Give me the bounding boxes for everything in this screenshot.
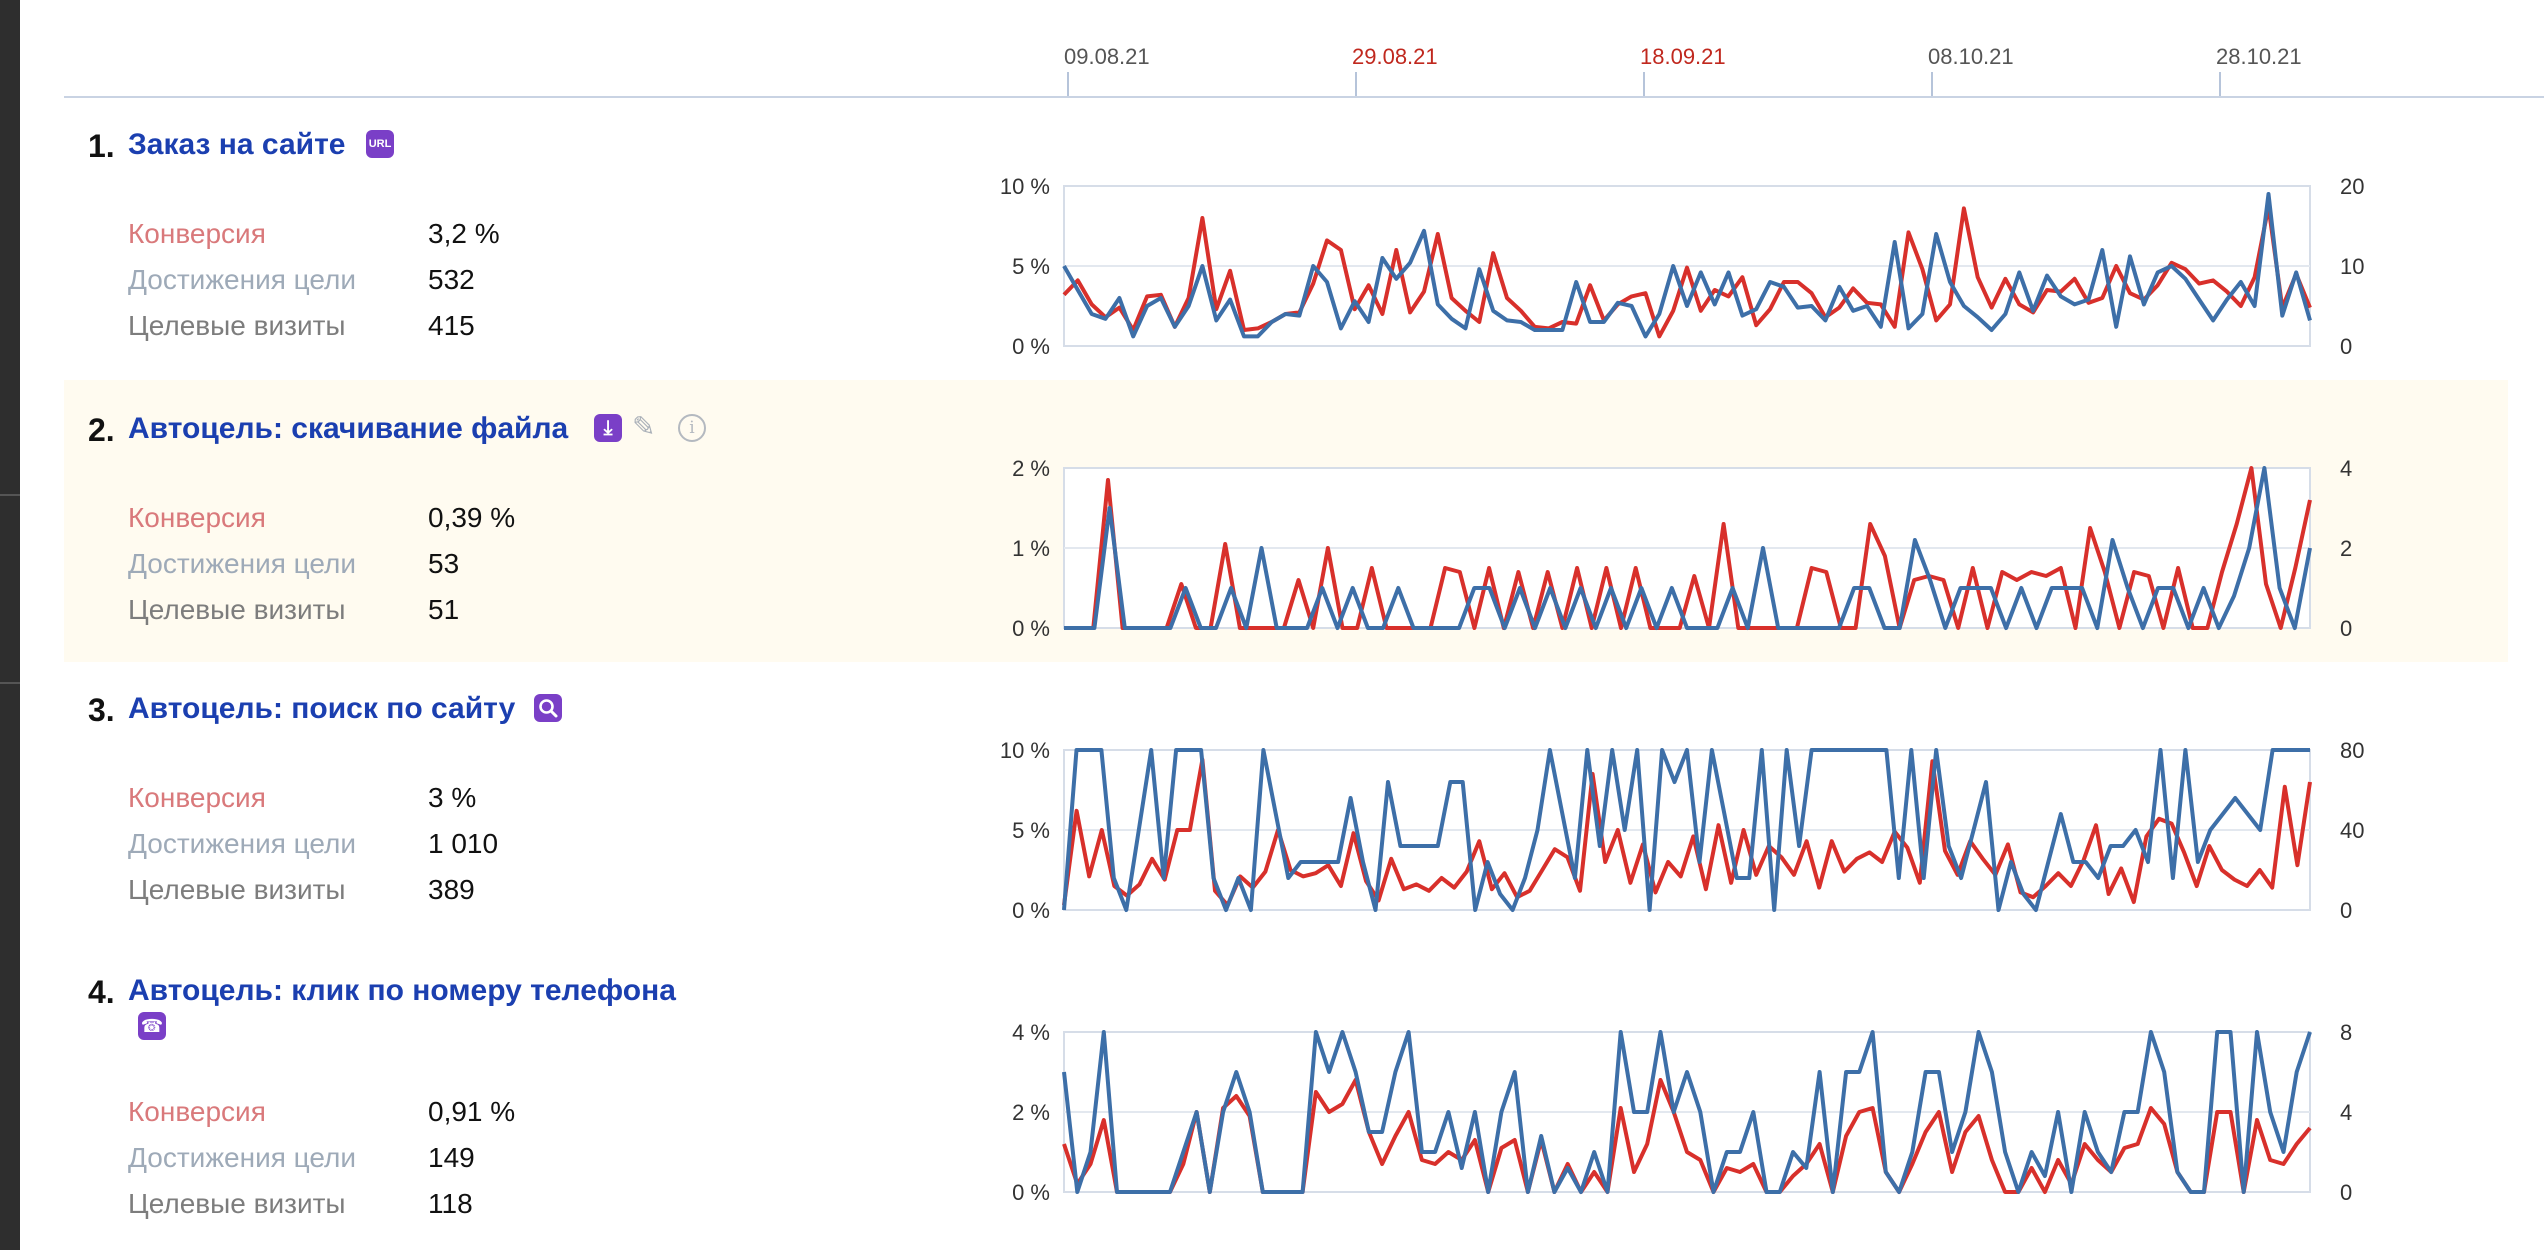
left-axis-tick-label: 10 % bbox=[1000, 738, 1050, 763]
timeline-tick bbox=[2219, 72, 2221, 96]
conversion-value: 3 % bbox=[428, 782, 477, 813]
info-icon[interactable]: i bbox=[678, 414, 706, 442]
left-axis-tick-label: 2 % bbox=[1012, 456, 1050, 481]
goal-title-link[interactable]: Заказ на сайте bbox=[128, 128, 346, 161]
conversion-label: Конверсия bbox=[128, 782, 266, 813]
conversion-line bbox=[1064, 466, 2312, 630]
visits-value: 118 bbox=[428, 1188, 473, 1219]
visits-value: 51 bbox=[428, 594, 460, 625]
goal-row-3: 3. Автоцель: поиск по сайту Конверсия 3 … bbox=[64, 662, 2508, 942]
achievements-value: 149 bbox=[428, 1142, 475, 1173]
search-badge-icon bbox=[534, 694, 562, 722]
right-axis-tick-label: 2 bbox=[2340, 536, 2352, 561]
visits-label: Целевые визиты bbox=[128, 310, 346, 341]
url-badge-icon: URL bbox=[366, 130, 394, 158]
visits-line bbox=[1062, 192, 2312, 339]
left-axis-tick-label: 0 % bbox=[1012, 334, 1050, 356]
chart-svg: 4 % 2 % 0 % 8 4 0 bbox=[1012, 1020, 2352, 1202]
timeline-tick bbox=[1355, 72, 1357, 96]
right-axis-tick-label: 0 bbox=[2340, 1180, 2352, 1202]
achievements-value: 1 010 bbox=[428, 828, 499, 859]
visits-line bbox=[1062, 748, 2310, 912]
left-axis-tick-label: 0 % bbox=[1012, 898, 1050, 920]
right-axis-tick-label: 4 bbox=[2340, 456, 2352, 481]
visits-value: 415 bbox=[428, 310, 475, 341]
right-axis-tick-label: 0 bbox=[2340, 616, 2352, 638]
right-axis-tick-label: 20 bbox=[2340, 174, 2364, 199]
goal-row-4: 4. Автоцель: клик по номеру телефона ☎ К… bbox=[64, 944, 2508, 1250]
goal-number: 2. bbox=[88, 412, 115, 448]
goal-number: 1. bbox=[88, 128, 115, 164]
left-axis-tick-label: 10 % bbox=[1000, 174, 1050, 199]
goal-title-link[interactable]: Автоцель: клик по номеру телефона bbox=[128, 974, 676, 1007]
right-axis-tick-label: 0 bbox=[2340, 898, 2352, 920]
achievements-label: Достижения цели bbox=[128, 1142, 357, 1173]
edit-pencil-icon[interactable]: ✎ bbox=[632, 411, 656, 442]
conversion-value: 0,91 % bbox=[428, 1096, 516, 1127]
achievements-value: 532 bbox=[428, 264, 475, 295]
conversion-label: Конверсия bbox=[128, 218, 266, 249]
timeline-tick bbox=[1067, 72, 1069, 96]
timeline-date: 08.10.21 bbox=[1928, 44, 2014, 69]
right-axis-tick-label: 4 bbox=[2340, 1100, 2352, 1125]
left-axis-tick-label: 0 % bbox=[1012, 1180, 1050, 1202]
goal-title-link[interactable]: Автоцель: скачивание файла bbox=[128, 412, 569, 445]
visits-label: Целевые визиты bbox=[128, 594, 346, 625]
right-axis-tick-label: 80 bbox=[2340, 738, 2364, 763]
visits-line bbox=[1064, 466, 2312, 630]
conversion-chart[interactable]: 4 % 2 % 0 % 8 4 0 bbox=[984, 1002, 2544, 1202]
goal-title-link[interactable]: Автоцель: поиск по сайту bbox=[128, 692, 516, 725]
conversion-label: Конверсия bbox=[128, 1096, 266, 1127]
right-axis-tick-label: 0 bbox=[2340, 334, 2352, 356]
conversion-chart[interactable]: 10 % 5 % 0 % 80 40 0 bbox=[984, 720, 2544, 920]
left-axis-tick-label: 4 % bbox=[1012, 1020, 1050, 1045]
timeline-axis: 09.08.21 29.08.21 18.09.21 08.10.21 28.1… bbox=[64, 0, 2544, 98]
conversion-line bbox=[1062, 757, 2312, 908]
left-sidebar-edge bbox=[0, 0, 20, 1250]
goal-number: 4. bbox=[88, 974, 115, 1010]
right-axis-tick-label: 10 bbox=[2340, 254, 2364, 279]
goal-number: 3. bbox=[88, 692, 115, 728]
chart-svg: 10 % 5 % 0 % 20 10 0 bbox=[1000, 174, 2365, 356]
timeline-tick bbox=[1643, 72, 1645, 96]
visits-label: Целевые визиты bbox=[128, 1188, 346, 1219]
left-axis-tick-label: 5 % bbox=[1012, 254, 1050, 279]
left-axis-tick-label: 2 % bbox=[1012, 1100, 1050, 1125]
achievements-label: Достижения цели bbox=[128, 548, 357, 579]
conversion-label: Конверсия bbox=[128, 502, 266, 533]
download-badge-icon: ⤓ bbox=[594, 414, 622, 442]
timeline-date: 29.08.21 bbox=[1352, 44, 1438, 69]
chart-svg: 10 % 5 % 0 % 80 40 0 bbox=[1000, 738, 2365, 920]
timeline-date: 28.10.21 bbox=[2216, 44, 2302, 69]
conversion-value: 0,39 % bbox=[428, 502, 516, 533]
goal-row-2: 2. Автоцель: скачивание файла ⤓ ✎ i Конв… bbox=[64, 380, 2508, 662]
left-axis-tick-label: 0 % bbox=[1012, 616, 1050, 638]
right-axis-tick-label: 40 bbox=[2340, 818, 2364, 843]
chart-svg: 2 % 1 % 0 % 4 2 0 bbox=[1012, 456, 2352, 638]
visits-label: Целевые визиты bbox=[128, 874, 346, 905]
phone-badge-icon: ☎ bbox=[138, 1012, 166, 1040]
achievements-value: 53 bbox=[428, 548, 460, 579]
achievements-label: Достижения цели bbox=[128, 828, 357, 859]
conversion-chart[interactable]: 2 % 1 % 0 % 4 2 0 bbox=[984, 438, 2544, 638]
right-axis-tick-label: 8 bbox=[2340, 1020, 2352, 1045]
left-axis-tick-label: 1 % bbox=[1012, 536, 1050, 561]
timeline-date: 18.09.21 bbox=[1640, 44, 1726, 69]
sidebar-divider bbox=[0, 494, 20, 496]
timeline-tick bbox=[1931, 72, 1933, 96]
goal-row-1: 1. Заказ на сайте URL Конверсия 3,2 % До… bbox=[64, 98, 2508, 378]
sidebar-divider bbox=[0, 682, 20, 684]
visits-value: 389 bbox=[428, 874, 475, 905]
left-axis-tick-label: 5 % bbox=[1012, 818, 1050, 843]
achievements-label: Достижения цели bbox=[128, 264, 357, 295]
timeline-date: 09.08.21 bbox=[1064, 44, 1150, 69]
visits-line bbox=[1062, 1030, 2312, 1194]
conversion-value: 3,2 % bbox=[428, 218, 500, 249]
conversion-chart[interactable]: 10 % 5 % 0 % 20 10 0 bbox=[984, 156, 2544, 356]
